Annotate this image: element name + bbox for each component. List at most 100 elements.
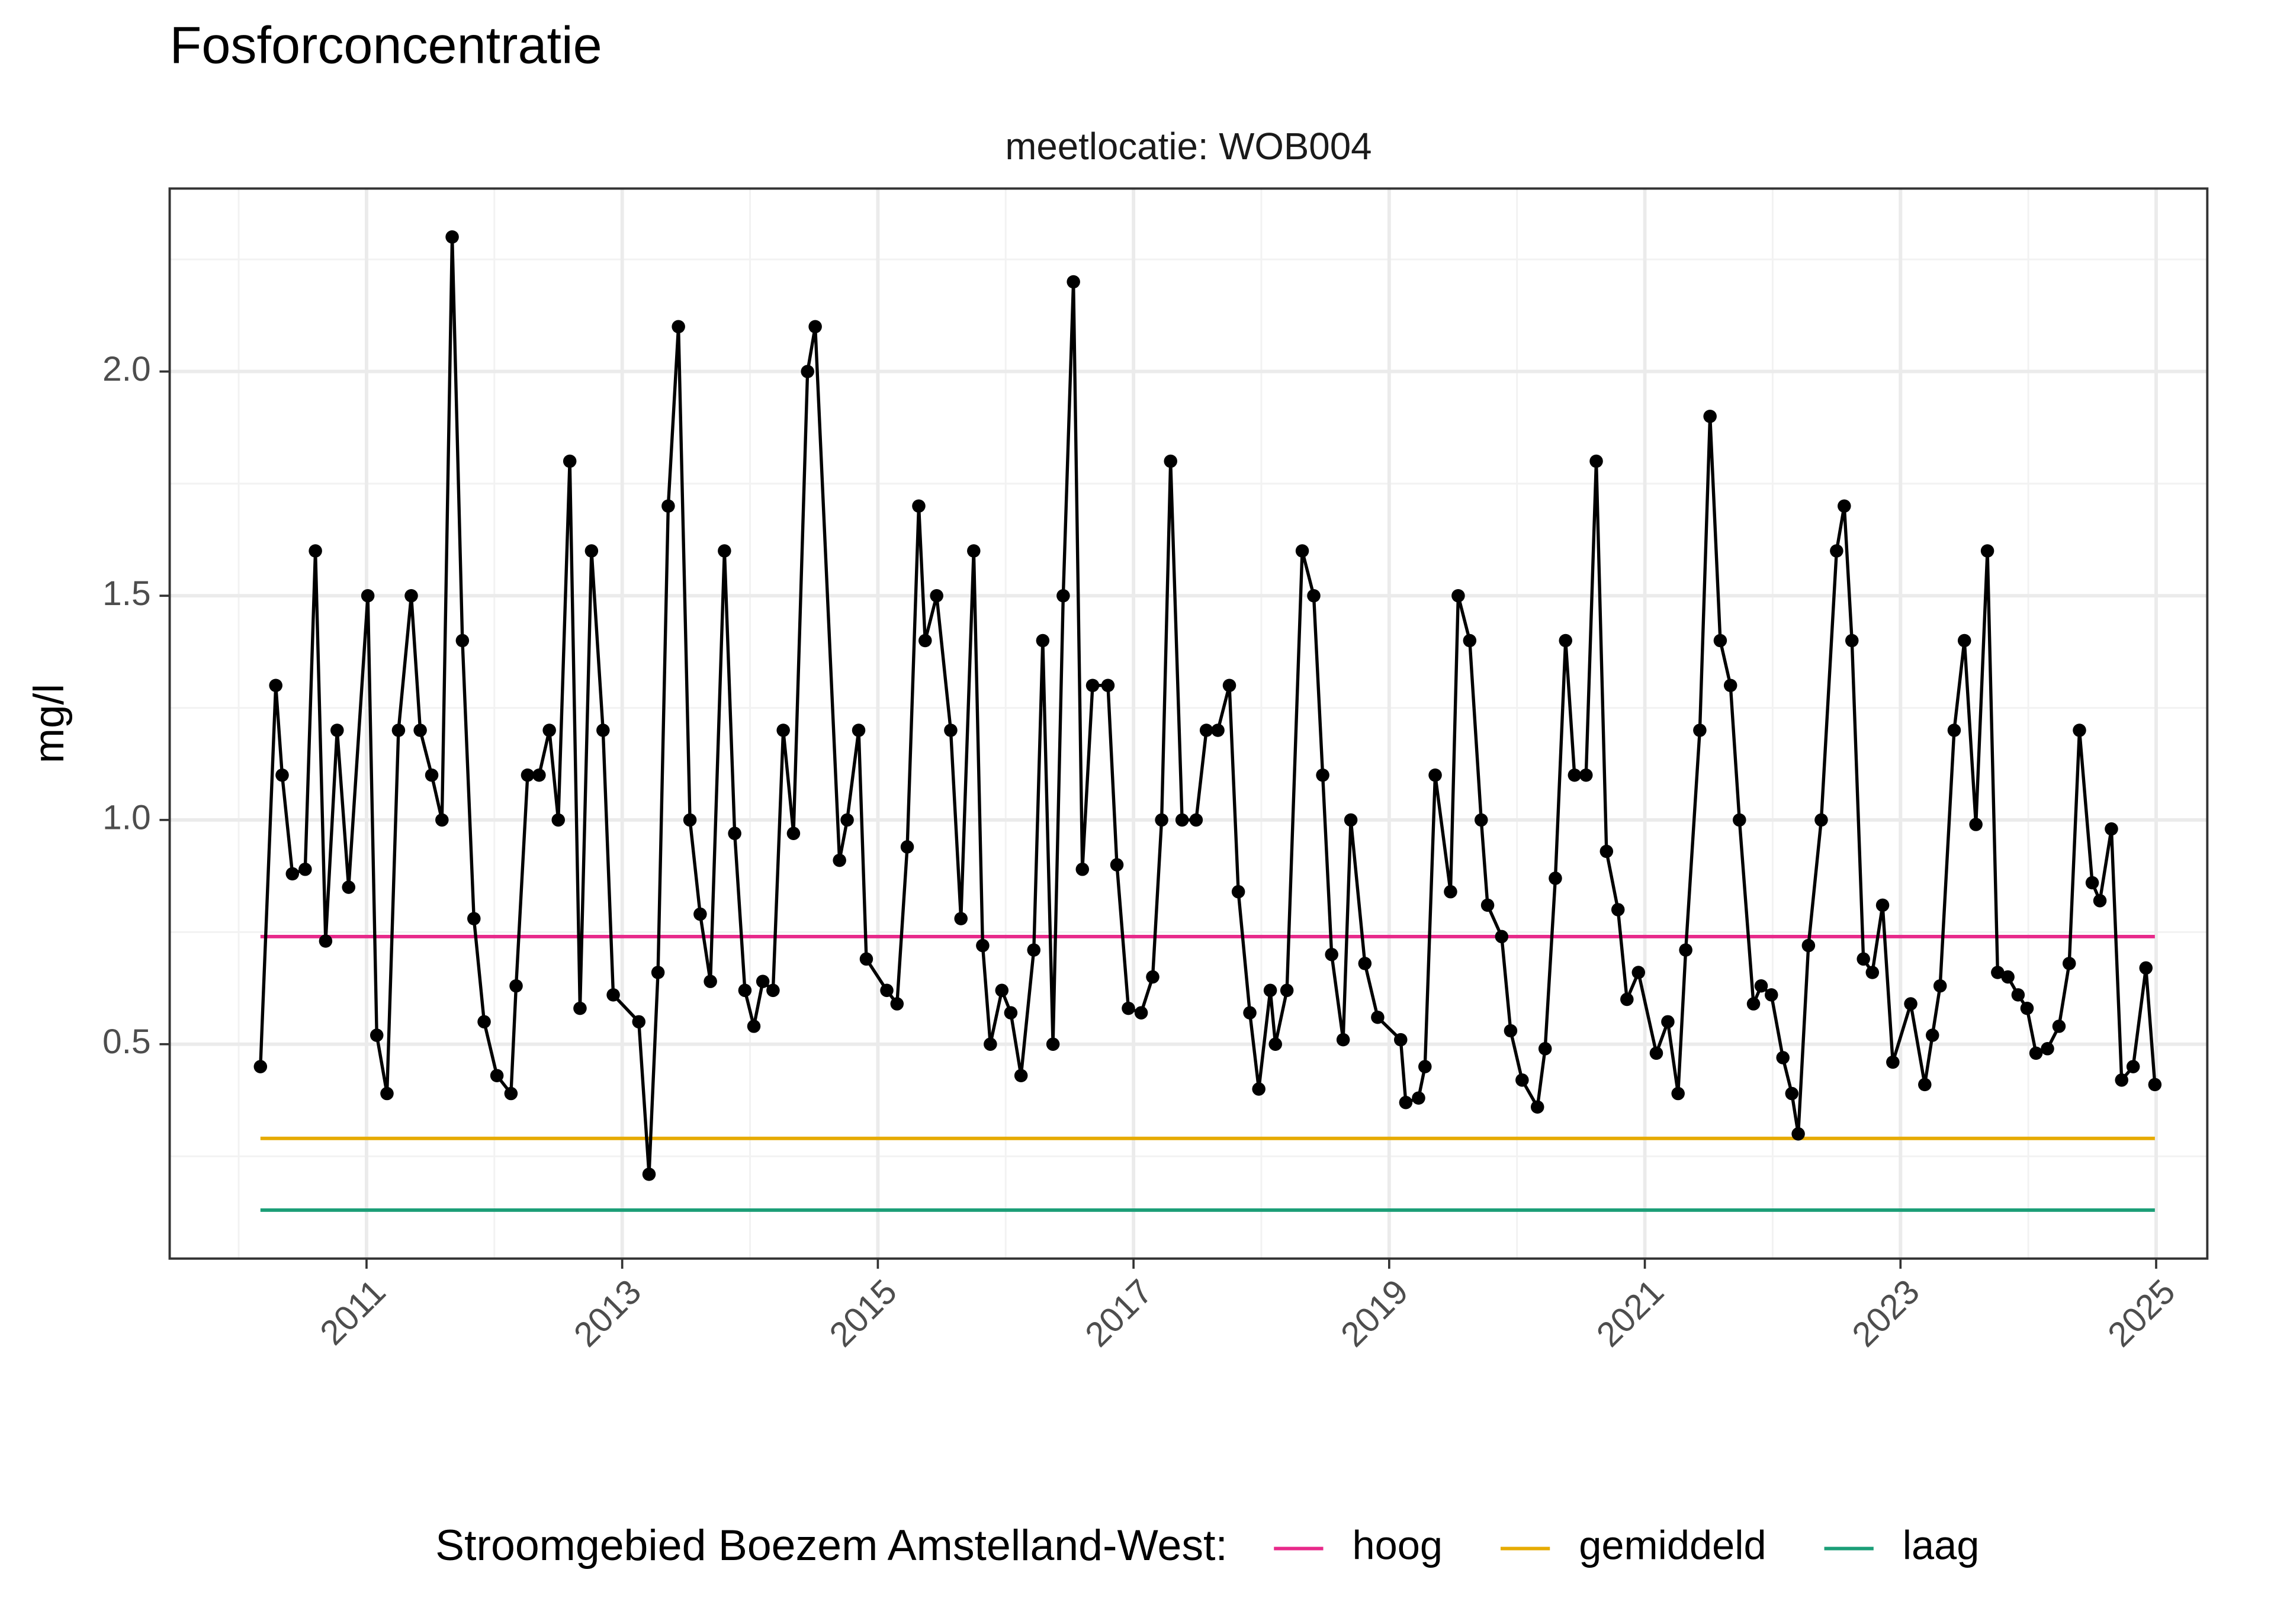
data-point bbox=[490, 1069, 504, 1082]
data-point bbox=[1399, 1095, 1413, 1110]
data-point bbox=[532, 768, 546, 782]
data-point bbox=[900, 840, 914, 854]
data-point bbox=[1764, 988, 1778, 1002]
data-point bbox=[2029, 1046, 2043, 1060]
data-point bbox=[342, 880, 356, 894]
panel-border bbox=[168, 187, 2209, 1260]
data-point bbox=[642, 1168, 656, 1181]
data-point bbox=[2148, 1078, 2162, 1092]
data-point bbox=[1004, 1006, 1018, 1020]
data-point bbox=[1865, 966, 1880, 979]
data-point bbox=[1693, 723, 1707, 737]
data-point bbox=[521, 768, 535, 782]
data-point bbox=[1733, 813, 1746, 827]
data-point bbox=[1280, 983, 1294, 998]
data-point bbox=[1611, 903, 1625, 916]
data-point bbox=[606, 988, 620, 1002]
data-point bbox=[1530, 1100, 1544, 1114]
data-point bbox=[477, 1015, 491, 1029]
data-point bbox=[944, 723, 958, 737]
data-point bbox=[840, 813, 854, 827]
data-point bbox=[766, 983, 780, 998]
data-point bbox=[563, 454, 577, 468]
data-point bbox=[2139, 961, 2153, 975]
data-point bbox=[1046, 1037, 1060, 1051]
data-point bbox=[1746, 997, 1761, 1011]
data-point bbox=[2073, 723, 2086, 737]
data-point bbox=[1451, 589, 1465, 603]
data-point bbox=[1857, 952, 1870, 966]
data-point bbox=[1904, 997, 1918, 1011]
data-point bbox=[738, 983, 752, 998]
data-point bbox=[275, 768, 289, 782]
y-tick-label: 0.5 bbox=[102, 1022, 151, 1061]
data-point bbox=[1504, 1024, 1518, 1038]
data-point bbox=[776, 723, 790, 737]
data-point bbox=[954, 912, 968, 925]
data-point bbox=[2085, 876, 2099, 890]
data-point bbox=[1418, 1060, 1432, 1073]
data-point bbox=[1295, 544, 1309, 558]
data-point bbox=[1199, 723, 1213, 737]
data-point bbox=[455, 633, 470, 648]
data-point bbox=[683, 813, 697, 827]
data-point bbox=[2062, 957, 2076, 970]
data-point bbox=[1703, 409, 1717, 423]
data-point bbox=[1589, 454, 1603, 468]
data-point bbox=[1036, 633, 1050, 648]
data-point bbox=[1785, 1086, 1799, 1101]
data-point bbox=[1263, 983, 1277, 998]
data-point bbox=[1189, 813, 1203, 827]
data-point bbox=[890, 997, 904, 1011]
data-point bbox=[1394, 1033, 1408, 1047]
data-point bbox=[1146, 970, 1160, 984]
data-point bbox=[2126, 1060, 2140, 1073]
data-point bbox=[319, 934, 333, 948]
data-point bbox=[1845, 633, 1859, 648]
data-point bbox=[651, 966, 665, 979]
data-point bbox=[1814, 813, 1828, 827]
data-point bbox=[404, 589, 418, 603]
chart-title: Fosforconcentratie bbox=[170, 16, 602, 75]
data-point bbox=[1838, 499, 1851, 513]
data-point bbox=[1495, 930, 1509, 944]
data-line bbox=[259, 237, 2157, 1175]
data-point bbox=[1925, 1028, 1939, 1042]
data-point bbox=[1957, 633, 1971, 648]
data-point bbox=[1444, 885, 1457, 899]
data-point bbox=[756, 975, 770, 988]
data-point bbox=[504, 1086, 518, 1101]
data-point bbox=[1014, 1069, 1028, 1082]
data-point bbox=[1122, 1001, 1135, 1015]
data-point bbox=[370, 1028, 384, 1042]
data-point bbox=[1134, 1006, 1148, 1020]
data-point bbox=[269, 678, 282, 692]
data-point bbox=[1754, 979, 1768, 993]
data-point bbox=[1243, 1006, 1257, 1020]
data-point bbox=[747, 1020, 761, 1033]
data-point bbox=[718, 544, 731, 558]
data-point bbox=[509, 979, 523, 993]
y-tick-label: 2.0 bbox=[102, 350, 151, 388]
data-point bbox=[1412, 1091, 1425, 1105]
data-point bbox=[425, 768, 439, 782]
data-point bbox=[912, 499, 926, 513]
legend-title: Stroomgebied Boezem Amstelland-West: bbox=[435, 1520, 1228, 1570]
data-point bbox=[1980, 544, 1994, 558]
data-point bbox=[1776, 1051, 1790, 1065]
data-point bbox=[1886, 1055, 1900, 1069]
data-point bbox=[1480, 898, 1495, 912]
data-point bbox=[413, 723, 427, 737]
data-point bbox=[1336, 1033, 1350, 1047]
legend-label: gemiddeld bbox=[1579, 1523, 1766, 1568]
data-point bbox=[542, 723, 556, 737]
data-point bbox=[298, 863, 312, 876]
data-point bbox=[1344, 813, 1358, 827]
data-point bbox=[1428, 768, 1442, 782]
chart-subtitle: meetlocatie: WOB004 bbox=[1005, 126, 1372, 168]
data-point bbox=[930, 589, 943, 603]
data-point bbox=[672, 320, 685, 334]
data-point bbox=[1568, 768, 1582, 782]
data-point bbox=[918, 633, 932, 648]
data-point bbox=[1918, 1078, 1932, 1092]
